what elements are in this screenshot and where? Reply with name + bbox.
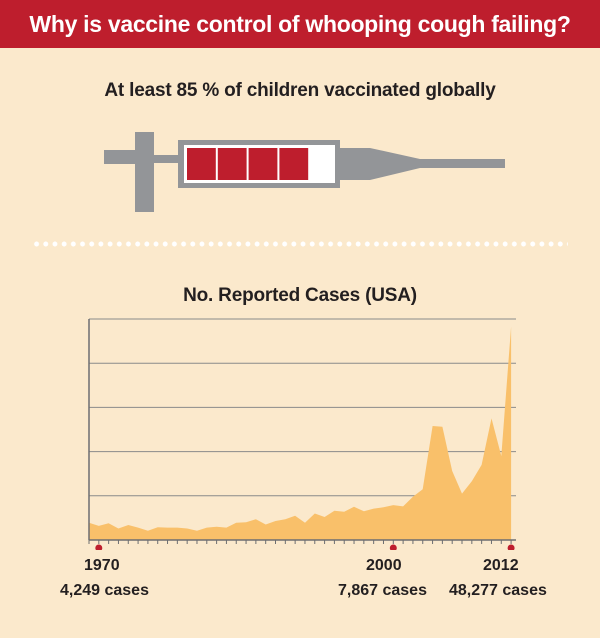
syringe-plunger-stem (154, 155, 178, 163)
syringe-plunger-rod (135, 132, 154, 212)
dotted-divider (32, 241, 568, 247)
chart-gridlines (89, 318, 516, 497)
syringe-illustration (104, 132, 505, 212)
title-bar: Why is vaccine control of whooping cough… (0, 0, 600, 48)
syringe-fill-segment (217, 148, 247, 180)
marker-label-cases-2012: 48,277 cases (449, 582, 547, 599)
marker-label-year-1970: 1970 (84, 557, 120, 574)
syringe-needle (340, 148, 505, 180)
page-title: Why is vaccine control of whooping cough… (29, 10, 571, 37)
syringe-fill-segment (187, 148, 216, 180)
year-marker-dot-2000 (389, 544, 397, 550)
chart-title: No. Reported Cases (USA) (183, 285, 417, 306)
marker-label-cases-2000: 7,867 cases (338, 582, 427, 599)
syringe-fill-segment (279, 148, 309, 180)
vaccination-subtitle: At least 85 % of children vaccinated glo… (104, 80, 496, 101)
year-markers (88, 540, 515, 550)
syringe-vaccine-fill (187, 148, 309, 180)
marker-label-cases-1970: 4,249 cases (60, 582, 149, 599)
cases-area-chart (88, 318, 516, 550)
syringe-fill-segment (248, 148, 278, 180)
marker-label-year-2000: 2000 (366, 557, 402, 574)
cases-area (89, 326, 512, 540)
year-marker-dot-2012 (507, 544, 515, 550)
marker-label-year-2012: 2012 (483, 557, 519, 574)
year-marker-dot-1970 (95, 544, 103, 550)
